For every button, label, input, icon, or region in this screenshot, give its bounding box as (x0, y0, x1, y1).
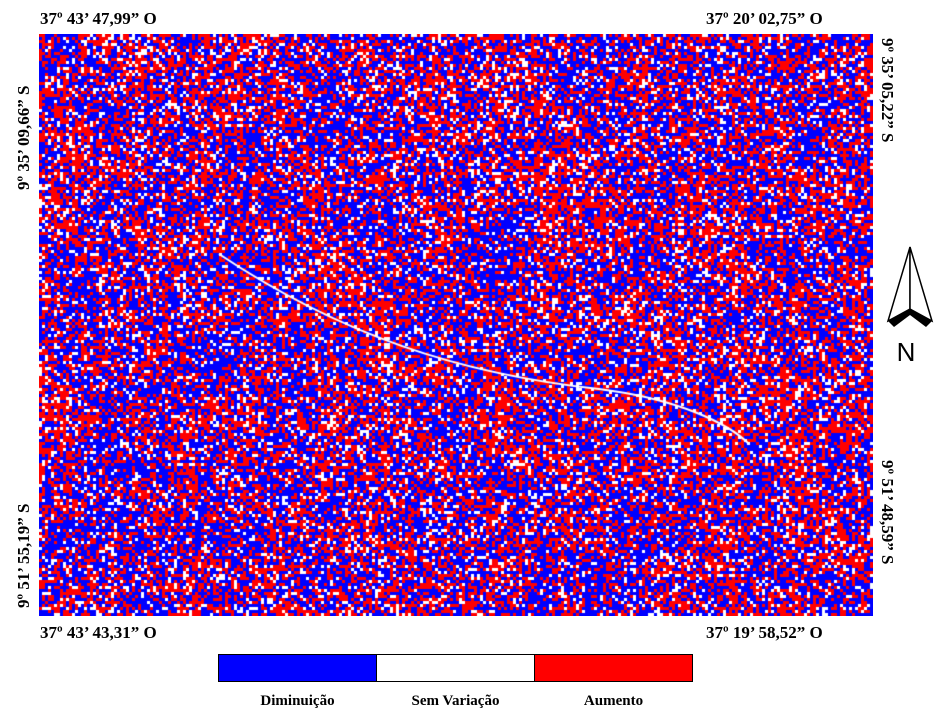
legend-label-no-change: Sem Variação (411, 693, 500, 709)
north-label: N (897, 337, 916, 367)
legend-swatch-increase (534, 654, 693, 682)
legend-label-decrease: Diminuição (260, 693, 335, 709)
change-map-raster (39, 34, 873, 616)
legend-swatch-decrease (218, 654, 377, 682)
coord-bottom-left: 37º 43’ 43,31” O (40, 623, 157, 642)
coord-right-lower: 9º 51’ 48,59” S (878, 460, 897, 565)
legend-label-increase: Aumento (583, 693, 644, 709)
north-arrow-icon: N (886, 246, 934, 367)
coord-left-lower: 9º 51’ 55,19” S (14, 503, 33, 608)
coord-bottom-right: 37º 19’ 58,52” O (706, 623, 823, 642)
coord-right-upper: 9º 35’ 05,22” S (878, 38, 897, 143)
coord-left-upper: 9º 35’ 09,66” S (14, 85, 33, 190)
coord-top-right: 37º 20’ 02,75” O (706, 9, 823, 28)
change-map-canvas (39, 34, 873, 616)
coord-top-left: 37º 43’ 47,99” O (40, 9, 157, 28)
legend-swatch-no-change (376, 654, 535, 682)
